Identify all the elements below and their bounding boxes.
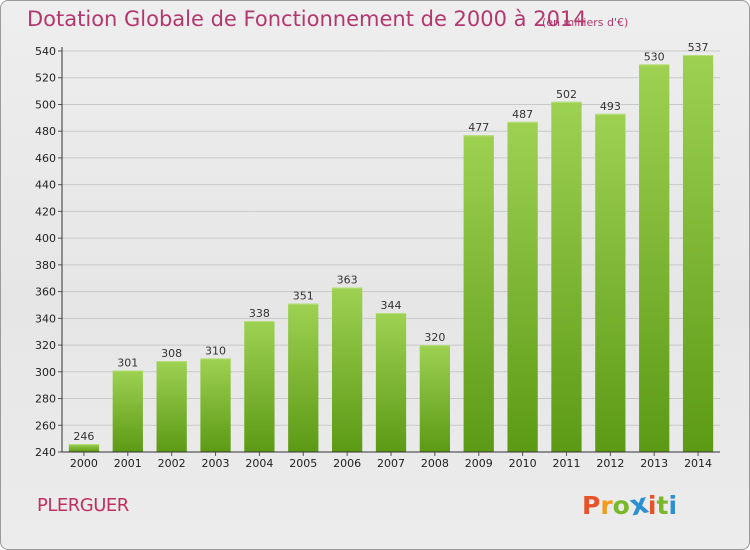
- data-labels: 246 301 308 310 338 351 363 344 320 477 487 502 493 5…: [73, 41, 708, 443]
- y-tick-label: 340: [35, 312, 56, 325]
- data-label: 537: [688, 41, 709, 54]
- x-tick-label: 2011: [552, 457, 580, 470]
- x-tick-label: 2005: [289, 457, 317, 470]
- data-label: 301: [117, 356, 138, 369]
- y-tick-label: 320: [35, 339, 56, 352]
- unit-note: (en milliers d'€): [542, 16, 629, 29]
- bar-2003: [200, 358, 231, 452]
- bar-2013: [639, 64, 670, 452]
- x-tick-label: 2014: [684, 457, 712, 470]
- data-label: 363: [337, 274, 358, 287]
- x-tick-label: 2009: [465, 457, 493, 470]
- y-tick-label: 300: [35, 366, 56, 379]
- bar-2007: [375, 312, 407, 452]
- bar-2012: [595, 113, 626, 452]
- y-tick-label: 420: [35, 205, 56, 218]
- logo-letter: i: [668, 491, 678, 520]
- logo-letter: P: [582, 491, 601, 520]
- x-tick-label: 2012: [596, 457, 624, 470]
- y-tick-label: 280: [35, 393, 56, 406]
- axes: [61, 47, 720, 453]
- data-label: 530: [644, 50, 665, 63]
- logo-letter: i: [647, 491, 657, 520]
- proxiti-logo: Proxiti: [582, 486, 678, 522]
- bar-2006: [331, 287, 363, 452]
- y-tick-label: 360: [35, 286, 56, 299]
- x-tick-label: 2008: [421, 457, 449, 470]
- data-label: 477: [468, 121, 489, 134]
- bar-2002: [156, 361, 187, 452]
- bar-2009: [463, 135, 494, 452]
- commune-name: PLERGUER: [37, 495, 129, 516]
- y-tick-label: 440: [35, 179, 56, 192]
- y-tick-label: 380: [35, 259, 56, 272]
- bar-2010: [507, 121, 538, 453]
- bar-2001: [112, 370, 143, 452]
- bars: [68, 55, 714, 453]
- y-tick-label: 540: [35, 45, 56, 58]
- y-tick-label: 400: [35, 232, 56, 245]
- data-label: 487: [512, 108, 533, 121]
- bar-2008: [419, 345, 451, 452]
- x-tick-label: 2004: [245, 457, 273, 470]
- x-tick-label: 2000: [70, 457, 98, 470]
- x-tick-label: 2001: [114, 457, 142, 470]
- data-label: 344: [381, 299, 402, 312]
- data-label: 502: [556, 88, 577, 101]
- bar-2011: [551, 101, 582, 452]
- bar-2004: [244, 321, 275, 452]
- chart-title: Dotation Globale de Fonctionnement de 20…: [27, 7, 587, 31]
- x-tick-label: 2006: [333, 457, 361, 470]
- x-tick-label: 2003: [202, 457, 230, 470]
- data-label: 493: [600, 100, 621, 113]
- logo-letter: r: [600, 491, 613, 520]
- y-tick-label: 480: [35, 125, 56, 138]
- x-tick-label: 2010: [509, 457, 537, 470]
- bar-2005: [288, 303, 319, 452]
- x-axis-ticks: 2000 2001 2002 2003 2004 2005 2006 2007 2008 2009…: [70, 452, 712, 470]
- data-label: 338: [249, 307, 270, 320]
- data-label: 246: [73, 430, 94, 443]
- logo-letter: o: [612, 491, 630, 520]
- bar-2000: [68, 443, 100, 452]
- y-tick-label: 240: [35, 446, 56, 459]
- y-tick-label: 520: [35, 72, 56, 85]
- y-tick-label: 460: [35, 152, 56, 165]
- x-tick-label: 2002: [158, 457, 186, 470]
- data-label: 320: [424, 331, 445, 344]
- data-label: 310: [205, 344, 226, 357]
- bar-2014: [682, 55, 714, 452]
- x-tick-label: 2013: [640, 457, 668, 470]
- logo-letter: t: [656, 491, 669, 520]
- data-label: 308: [161, 347, 182, 360]
- y-tick-label: 260: [35, 419, 56, 432]
- data-label: 351: [293, 290, 314, 303]
- y-tick-label: 500: [35, 98, 56, 111]
- x-tick-label: 2007: [377, 457, 405, 470]
- y-axis-ticks: 240 260 280 300 320 340 360 380 400 420 440 460 480 5…: [35, 45, 62, 459]
